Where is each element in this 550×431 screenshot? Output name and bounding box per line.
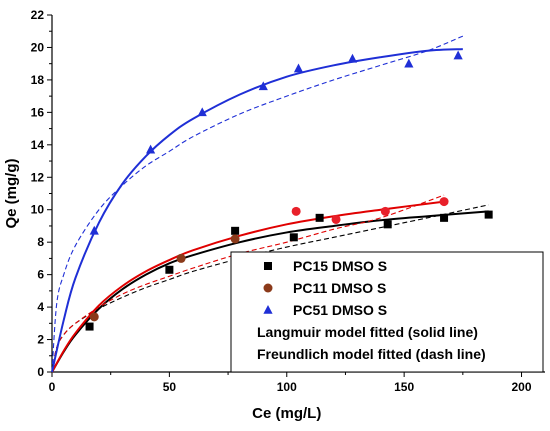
data-point-series-2 [404, 58, 414, 68]
data-point-series-2 [258, 81, 268, 91]
data-point-series-0 [315, 213, 324, 222]
legend-note: Langmuir model fitted (solid line) [257, 324, 478, 340]
y-tick-label: 20 [31, 40, 45, 54]
axes-layer: 0 50 100 150 200 0 2 4 6 8 10 12 14 16 18 20 22 [31, 8, 545, 394]
fit-curve-langmuir-series-2 [51, 48, 463, 373]
data-point-series-0 [383, 220, 392, 229]
y-tick-label: 0 [37, 365, 44, 379]
data-point-series-0 [165, 265, 174, 274]
data-point-series-1 [89, 312, 99, 322]
y-tick-label: 4 [37, 300, 44, 314]
y-tick-label: 12 [31, 170, 45, 184]
y-axis-title: Qe (mg/g) [3, 158, 20, 228]
data-point-series-0 [231, 226, 240, 235]
y-tick-label: 14 [31, 138, 45, 152]
y-tick-label: 16 [31, 105, 45, 119]
legend-box [230, 251, 544, 373]
x-tick-label: 100 [277, 380, 297, 394]
data-point-series-0 [484, 210, 493, 219]
x-axis-title: Ce (mg/L) [252, 405, 321, 422]
data-point-series-0 [440, 213, 449, 222]
x-tick-label: 150 [394, 380, 414, 394]
data-point-series-2 [89, 225, 99, 235]
data-points [85, 50, 493, 331]
x-tick-label: 0 [49, 380, 56, 394]
legend-marker-series-0 [264, 262, 272, 270]
data-point-series-2 [293, 63, 304, 73]
data-point-series-1 [291, 206, 301, 216]
legend: PC15 DMSO S PC11 DMSO S PC51 DMSO S Langmui… [230, 251, 544, 373]
y-tick-label: 10 [31, 203, 45, 217]
y-tick-label: 22 [31, 8, 45, 22]
data-point-series-2 [146, 144, 156, 154]
y-tick-label: 18 [31, 73, 45, 87]
legend-label-series-2: PC51 DMSO S [293, 302, 387, 318]
fit-curves [51, 35, 489, 373]
data-point-series-2 [347, 53, 358, 63]
legend-note: Freundlich model fitted (dash line) [257, 346, 486, 362]
y-tick-label: 2 [37, 333, 44, 347]
data-point-series-0 [85, 322, 94, 331]
data-point-series-2 [453, 50, 463, 60]
x-tick-label: 50 [163, 380, 177, 394]
data-point-series-1 [439, 197, 449, 207]
x-tick-label: 200 [512, 380, 532, 394]
y-tick-label: 8 [37, 235, 44, 249]
y-tick-label: 6 [37, 268, 44, 282]
data-point-series-1 [380, 206, 390, 216]
fit-curve-freundlich-series-2 [51, 35, 464, 373]
fit-curve-freundlich-series-1 [51, 194, 445, 373]
data-point-series-1 [331, 214, 341, 224]
legend-label-series-0: PC15 DMSO S [293, 258, 387, 274]
legend-marker-series-1 [263, 283, 273, 293]
data-point-series-1 [230, 234, 240, 244]
data-point-series-2 [197, 107, 207, 117]
legend-marker-series-2 [263, 304, 273, 314]
legend-label-series-1: PC11 DMSO S [293, 280, 386, 296]
data-point-series-1 [176, 253, 186, 263]
data-point-series-0 [289, 233, 298, 242]
